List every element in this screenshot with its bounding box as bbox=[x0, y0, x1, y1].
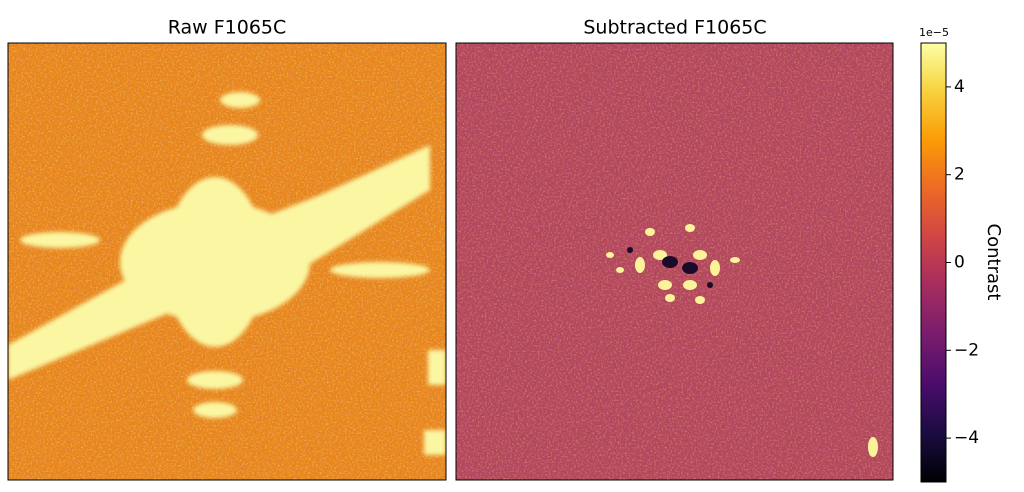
colorbar bbox=[920, 42, 947, 483]
panel-title: Subtracted F1065C bbox=[583, 17, 766, 39]
panel-frame bbox=[455, 42, 894, 481]
colorbar-tick-label: −4 bbox=[954, 428, 979, 448]
colorbar-tick-label: 4 bbox=[954, 77, 965, 97]
colorbar-offset: 1e−5 bbox=[919, 26, 949, 39]
colorbar-tick-label: 0 bbox=[954, 253, 965, 273]
colorbar-tick-label: 2 bbox=[954, 165, 965, 185]
colorbar-label: Contrast bbox=[983, 224, 1004, 301]
colorbar-tick-label: −2 bbox=[954, 340, 979, 360]
panel-frame bbox=[7, 42, 447, 481]
subtracted-image bbox=[456, 43, 893, 480]
raw-image bbox=[8, 43, 446, 480]
panel-title: Raw F1065C bbox=[168, 17, 287, 39]
